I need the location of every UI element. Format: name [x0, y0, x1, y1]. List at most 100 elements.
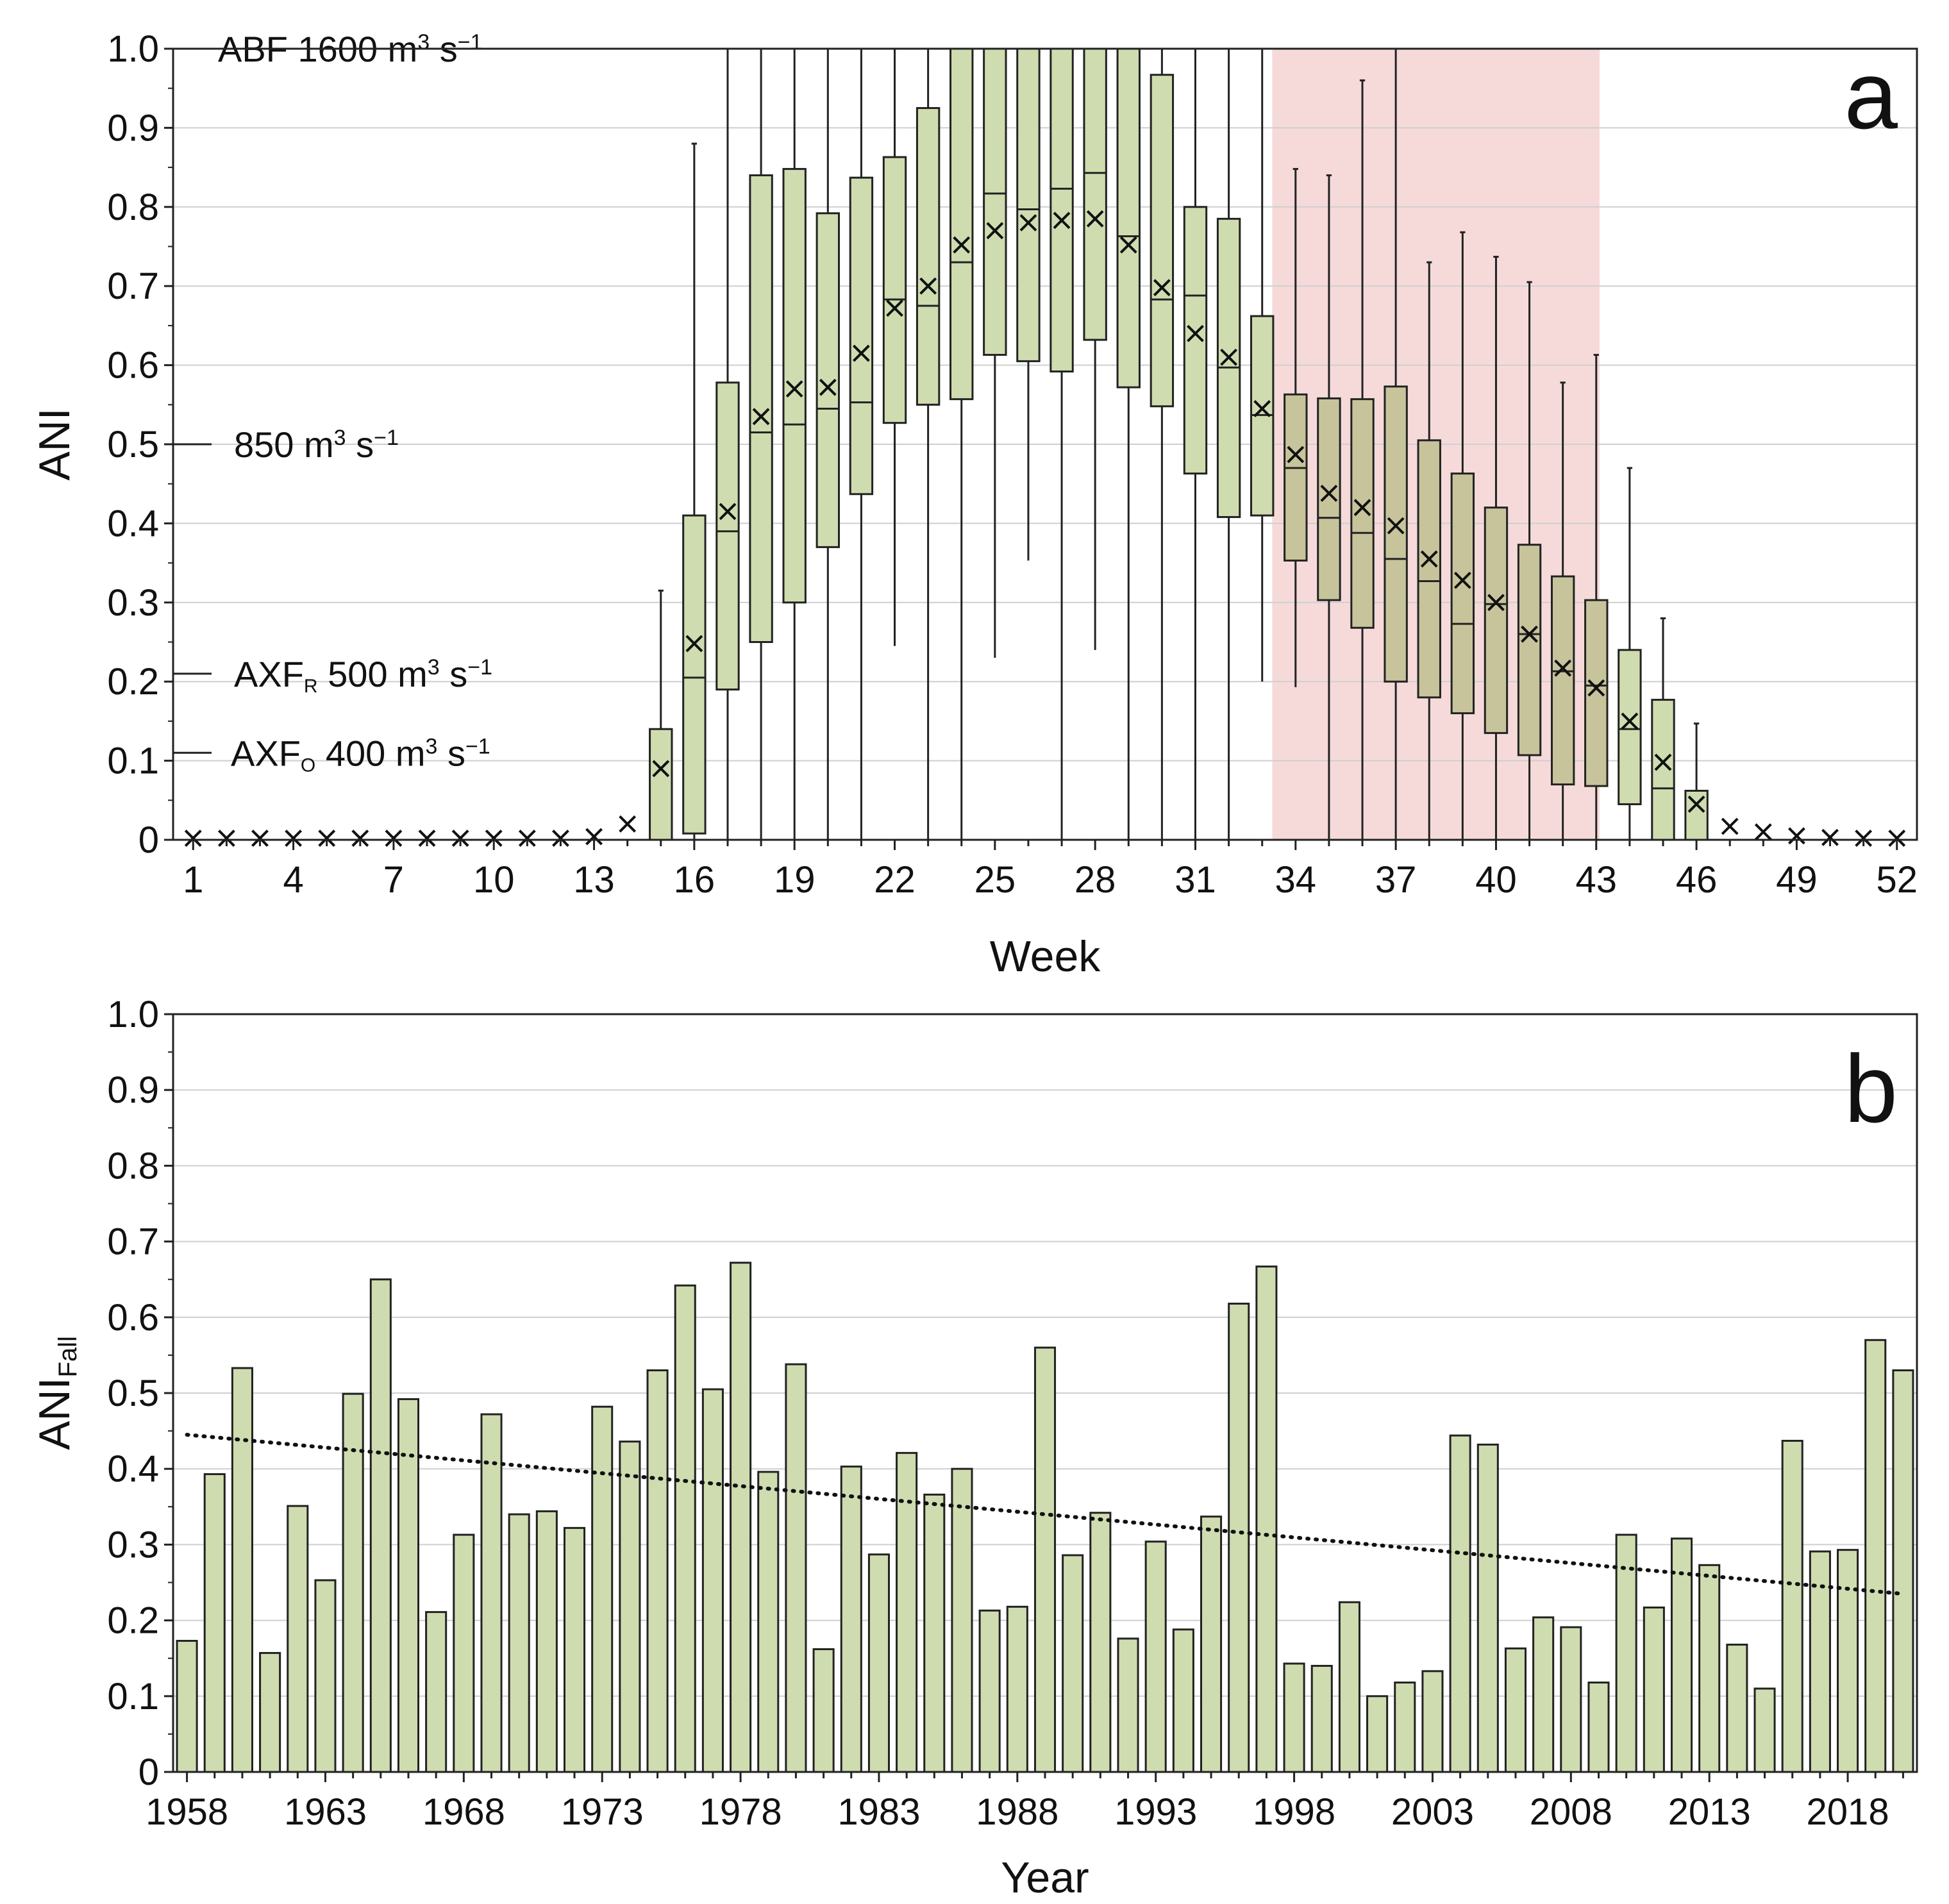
mean-marker [652, 760, 670, 778]
x-tick-label: 1 [183, 859, 203, 901]
bar-1978 [730, 1262, 752, 1773]
mean-marker [1353, 499, 1371, 517]
box-week-51 [1855, 830, 1873, 847]
bar-1994 [1172, 1628, 1194, 1773]
mean-marker [1554, 659, 1572, 677]
mean-marker [953, 236, 971, 254]
x-tick-label: 13 [573, 859, 615, 901]
box-week-16 [682, 142, 707, 840]
y-tick-label: 0.8 [107, 187, 159, 228]
y-tick-label: 0.3 [107, 582, 159, 624]
box-week-37 [1384, 47, 1408, 840]
box-week-5 [318, 830, 336, 847]
y-tick-label: 0.5 [107, 424, 159, 465]
box-week-23 [916, 47, 941, 840]
x-tick-label: 52 [1876, 859, 1918, 901]
box-iqr [1484, 506, 1509, 734]
reference-label: AXFR 500 m3 s−1 [234, 654, 492, 697]
box-week-38 [1417, 261, 1441, 840]
bar-1993 [1144, 1541, 1167, 1773]
mean-marker [184, 830, 202, 847]
bar-1964 [342, 1392, 364, 1773]
mean-marker [1721, 817, 1739, 835]
bar-1969 [480, 1413, 503, 1773]
y-tick-label: 1.0 [107, 994, 159, 1035]
x-tick-label: 31 [1175, 859, 1216, 901]
box-week-24 [949, 47, 974, 840]
bar-2009 [1587, 1682, 1610, 1773]
box-week-44 [1618, 467, 1642, 840]
box-week-35 [1317, 174, 1341, 840]
box-week-26 [1016, 47, 1041, 561]
y-tick-label: 0.9 [107, 1069, 159, 1111]
box-week-25 [983, 47, 1007, 658]
x-tick-label: 1993 [1114, 1791, 1197, 1833]
bar-2007 [1532, 1616, 1555, 1773]
x-tick-label: 7 [383, 859, 404, 901]
bar-2011 [1643, 1607, 1665, 1773]
x-tick-label: 49 [1776, 859, 1818, 901]
box-week-40 [1484, 256, 1509, 840]
mean-marker [1487, 594, 1505, 612]
bar-1991 [1089, 1512, 1112, 1773]
bar-1959 [203, 1473, 226, 1773]
bar-2003 [1421, 1670, 1444, 1773]
reference-line-annotation: 850 m3 s−1 [173, 424, 399, 465]
x-tick-label: 2003 [1391, 1791, 1474, 1833]
box-week-36 [1350, 79, 1375, 840]
box-iqr [1284, 393, 1308, 562]
bar-2019 [1864, 1339, 1887, 1773]
mean-marker [1754, 823, 1772, 841]
box-week-2 [217, 830, 235, 847]
mean-marker [785, 380, 803, 398]
mean-marker [285, 830, 303, 847]
bar-2013 [1698, 1564, 1721, 1773]
bar-1960 [231, 1367, 253, 1773]
bar-2002 [1394, 1682, 1416, 1773]
x-tick-label: 28 [1075, 859, 1116, 901]
box-week-47 [1721, 817, 1739, 835]
y-tick-label: 0.1 [107, 1676, 159, 1717]
box-week-6 [351, 830, 369, 847]
mean-marker [852, 344, 870, 362]
bar-2010 [1615, 1533, 1637, 1773]
box-iqr [1050, 47, 1074, 372]
mean-marker [385, 830, 403, 847]
bar-1992 [1117, 1637, 1139, 1773]
bar-1990 [1062, 1554, 1084, 1773]
y-axis-title: ANIFall [30, 1336, 82, 1450]
bar-2004 [1449, 1434, 1471, 1773]
bar-2018 [1837, 1549, 1859, 1773]
box-week-33 [1250, 47, 1275, 682]
y-tick-label: 0.9 [107, 107, 159, 149]
x-tick-label: 4 [283, 859, 303, 901]
x-tick-label: 43 [1576, 859, 1618, 901]
box-iqr [849, 176, 874, 496]
bar-1968 [453, 1533, 475, 1773]
box-iqr [649, 728, 673, 841]
bar-1982 [840, 1466, 862, 1773]
box-iqr [1550, 575, 1575, 786]
bar-2001 [1366, 1695, 1389, 1773]
y-tick-label: 0.8 [107, 1145, 159, 1187]
bar-2000 [1338, 1601, 1360, 1773]
bar-1999 [1310, 1665, 1333, 1773]
box-week-7 [385, 830, 403, 847]
bar-2012 [1670, 1537, 1693, 1773]
x-tick-label: 1983 [837, 1791, 920, 1833]
box-week-48 [1754, 823, 1772, 841]
y-tick-label: 0.6 [107, 345, 159, 387]
bar-1971 [535, 1510, 558, 1773]
y-tick-label: 0 [138, 1751, 159, 1793]
y-tick-label: 0.4 [107, 1448, 159, 1490]
mean-marker [585, 828, 603, 846]
box-week-39 [1450, 231, 1475, 840]
box-iqr [682, 514, 707, 835]
mean-marker [1821, 828, 1839, 846]
box-iqr [1584, 599, 1609, 787]
x-tick-label: 25 [974, 859, 1016, 901]
mean-marker [685, 635, 703, 653]
mean-marker [1287, 446, 1305, 463]
mean-marker [1888, 830, 1906, 847]
